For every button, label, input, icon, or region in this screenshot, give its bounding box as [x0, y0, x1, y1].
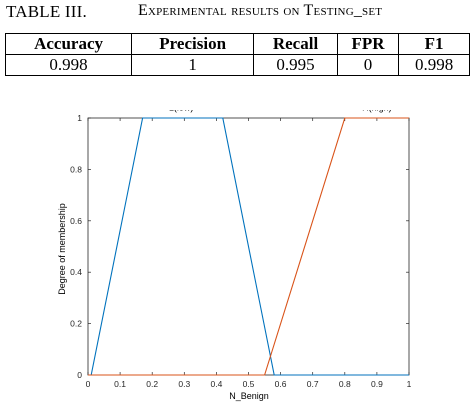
- x-tick-label: 0.6: [275, 379, 287, 389]
- x-tick-label: 0.7: [307, 379, 319, 389]
- y-tick-label: 0.6: [70, 216, 82, 226]
- x-tick-label: 0.2: [146, 379, 158, 389]
- x-tick-label: 0.4: [210, 379, 222, 389]
- x-tick-label: 0.3: [178, 379, 190, 389]
- x-tick-label: 0.1: [114, 379, 126, 389]
- table-title: Experimental results on Testing_set: [138, 2, 383, 19]
- table-label: TABLE III.: [6, 2, 87, 21]
- y-tick-label: 0.2: [70, 319, 82, 329]
- series-label-low: L(low): [169, 110, 194, 112]
- x-tick-label: 0: [86, 379, 91, 389]
- cell-precision: 1: [131, 54, 255, 76]
- cell-accuracy: 0.998: [4, 54, 133, 76]
- header-f1: F1: [398, 33, 470, 55]
- y-tick-label: 0.4: [70, 267, 82, 277]
- table-header-row: Accuracy Precision Recall FPR F1: [4, 33, 470, 55]
- y-tick-label: 0.8: [70, 164, 82, 174]
- x-tick-label: 0.9: [371, 379, 383, 389]
- membership-chart: 0 0.1 0.2 0.3 0.4 0.5 0.6 0.7 0.8 0.9 1 0 0.2 0.4 0.6 0…: [57, 110, 412, 401]
- x-axis-label: N_Benign: [229, 391, 269, 401]
- table-caption: TABLE III. Experimental results on Testi…: [0, 0, 474, 30]
- header-accuracy: Accuracy: [4, 33, 133, 55]
- header-precision: Precision: [131, 33, 255, 55]
- series-label-high: H(high): [362, 110, 392, 112]
- x-tick-label: 0.8: [339, 379, 351, 389]
- y-axis-label: Degree of membership: [57, 203, 67, 295]
- membership-figure: 0 0.1 0.2 0.3 0.4 0.5 0.6 0.7 0.8 0.9 1 0 0.2 0.4 0.6 0…: [0, 110, 474, 403]
- results-table: Accuracy Precision Recall FPR F1 0.998 1…: [4, 33, 470, 76]
- series-line-low: [88, 117, 409, 376]
- y-tick-label: 1: [77, 113, 82, 123]
- series-line-high: [88, 117, 409, 376]
- cell-f1: 0.998: [398, 54, 470, 76]
- header-fpr: FPR: [336, 33, 400, 55]
- y-tick-label: 0: [77, 370, 82, 380]
- x-tick-label: 0.5: [243, 379, 255, 389]
- cell-recall: 0.995: [253, 54, 338, 76]
- header-recall: Recall: [253, 33, 338, 55]
- cell-fpr: 0: [336, 54, 400, 76]
- table-row: 0.998 1 0.995 0 0.998: [4, 54, 470, 76]
- x-tick-label: 1: [407, 379, 412, 389]
